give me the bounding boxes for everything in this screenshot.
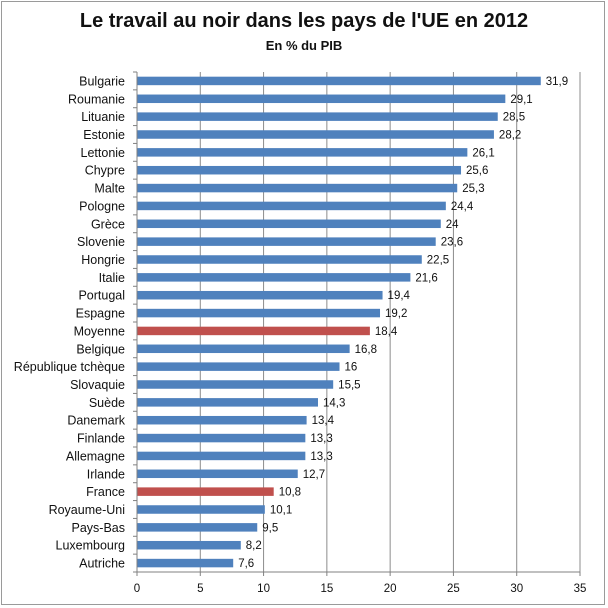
- value-label-1: 29,1: [510, 94, 532, 106]
- bar-27: [137, 558, 234, 568]
- bar-22: [137, 469, 298, 479]
- value-label-4: 26,1: [472, 147, 494, 159]
- bar-7: [137, 201, 446, 211]
- value-label-9: 23,6: [441, 237, 463, 249]
- value-label-3: 28,2: [499, 130, 521, 142]
- value-label-26: 8,2: [246, 540, 262, 552]
- category-label-21: Allemagne: [66, 449, 125, 463]
- value-label-6: 25,3: [462, 183, 484, 195]
- bar-18: [137, 398, 318, 407]
- category-label-13: Espagne: [76, 307, 125, 321]
- value-label-2: 28,5: [503, 112, 525, 124]
- category-label-16: République tchèque: [14, 360, 125, 374]
- bar-6: [137, 183, 458, 193]
- bar-20: [137, 433, 306, 443]
- bar-0: [137, 76, 541, 86]
- bar-25: [137, 523, 258, 532]
- bar-12: [137, 290, 383, 300]
- value-label-12: 19,4: [388, 290, 411, 302]
- bar-2: [137, 112, 498, 121]
- bar-19: [137, 415, 307, 425]
- bar-1: [137, 94, 506, 104]
- category-label-7: Pologne: [79, 199, 125, 213]
- value-label-7: 24,4: [451, 201, 474, 213]
- category-label-1: Roumanie: [68, 92, 125, 106]
- category-label-10: Hongrie: [81, 253, 125, 267]
- bar-16: [137, 362, 340, 371]
- bar-5: [137, 165, 462, 175]
- chart-title: Le travail au noir dans les pays de l'UE…: [79, 10, 529, 32]
- category-label-17: Slovaquie: [70, 378, 125, 392]
- x-tick-label-30: 30: [510, 583, 523, 595]
- category-label-27: Autriche: [79, 557, 125, 571]
- chart-subtitle: En % du PIB: [265, 38, 343, 53]
- value-label-10: 22,5: [427, 255, 449, 267]
- x-tick-label-15: 15: [320, 583, 333, 595]
- value-label-20: 13,3: [310, 433, 332, 445]
- value-label-23: 10,8: [279, 487, 301, 499]
- category-label-14: Moyenne: [74, 324, 125, 338]
- value-label-0: 31,9: [546, 76, 568, 88]
- value-label-19: 13,4: [312, 415, 335, 427]
- value-label-24: 10,1: [270, 505, 292, 517]
- category-label-4: Lettonie: [81, 146, 126, 160]
- value-label-21: 13,3: [310, 451, 332, 463]
- bar-13: [137, 308, 381, 318]
- category-label-24: Royaume-Uni: [49, 503, 125, 517]
- value-label-18: 14,3: [323, 397, 345, 409]
- bar-24: [137, 505, 265, 514]
- bar-14: [137, 326, 370, 336]
- x-tick-label-25: 25: [447, 583, 460, 595]
- x-tick-label-5: 5: [197, 583, 203, 595]
- category-label-8: Grèce: [91, 217, 125, 231]
- category-label-25: Pays-Bas: [72, 521, 126, 535]
- value-label-27: 7,6: [238, 558, 254, 570]
- category-label-3: Estonie: [83, 128, 125, 142]
- x-tick-label-20: 20: [384, 583, 397, 595]
- value-label-13: 19,2: [385, 308, 407, 320]
- category-label-19: Danemark: [67, 414, 125, 428]
- bar-21: [137, 451, 306, 461]
- value-label-5: 25,6: [466, 165, 488, 177]
- category-label-15: Belgique: [76, 342, 125, 356]
- bar-15: [137, 344, 350, 354]
- value-label-8: 24: [446, 219, 459, 231]
- bar-4: [137, 148, 468, 157]
- category-label-6: Malte: [94, 182, 125, 196]
- category-label-0: Bulgarie: [79, 74, 125, 88]
- category-label-5: Chypre: [85, 164, 125, 178]
- value-label-11: 21,6: [415, 272, 437, 284]
- bar-23: [137, 487, 274, 496]
- bar-9: [137, 237, 436, 246]
- category-label-12: Portugal: [78, 289, 125, 303]
- category-label-2: Lituanie: [81, 110, 125, 124]
- bar-10: [137, 255, 422, 264]
- x-tick-label-0: 0: [134, 583, 140, 595]
- bar-11: [137, 273, 411, 282]
- bar-8: [137, 219, 441, 229]
- bar-26: [137, 540, 241, 550]
- x-tick-label-10: 10: [257, 583, 270, 595]
- category-label-18: Suède: [89, 396, 125, 410]
- bar-17: [137, 380, 334, 389]
- x-tick-label-35: 35: [574, 583, 587, 595]
- value-label-15: 16,8: [355, 344, 377, 356]
- category-label-22: Irlande: [87, 467, 125, 481]
- value-label-14: 18,4: [375, 326, 398, 338]
- value-label-22: 12,7: [303, 469, 325, 481]
- category-label-23: France: [86, 485, 125, 499]
- category-label-26: Luxembourg: [56, 539, 126, 553]
- category-label-9: Slovenie: [77, 235, 125, 249]
- value-label-16: 16: [345, 362, 358, 374]
- value-label-17: 15,5: [338, 380, 360, 392]
- value-label-25: 9,5: [262, 522, 278, 534]
- bar-3: [137, 130, 494, 139]
- category-label-11: Italie: [99, 271, 125, 285]
- category-label-20: Finlande: [77, 432, 125, 446]
